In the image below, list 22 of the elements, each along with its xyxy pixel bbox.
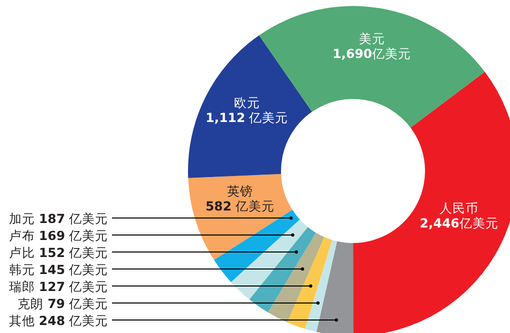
slice-label: 瑞郎: [8, 278, 39, 294]
data-label: 145 亿美元: [38, 262, 108, 276]
slice-label: 人民币: [440, 200, 479, 216]
slice-label: 欧元: [234, 94, 260, 110]
data-label: 79 亿美元: [48, 296, 108, 310]
slice-label: 英镑: [226, 183, 253, 198]
data-label: 169 亿美元: [38, 228, 108, 242]
slice-label: 卢比: [8, 244, 39, 260]
data-label: 1,112 亿美元: [206, 110, 288, 125]
data-label: 2,446亿美元: [420, 216, 498, 231]
data-label: 127 亿美元: [38, 278, 108, 294]
slice-label: 韩元: [8, 262, 39, 276]
slice-label: 克朗: [18, 296, 48, 310]
slice-label: 卢布: [8, 228, 39, 242]
data-label: 152 亿美元: [38, 244, 108, 260]
slice-label: 加元: [8, 210, 39, 226]
slice-label: 其他: [8, 312, 39, 328]
data-label: 187 亿美元: [38, 210, 108, 226]
slice-label: 美元: [358, 30, 385, 46]
data-label: 248 亿美元: [38, 312, 108, 328]
data-label: 582 亿美元: [205, 198, 275, 214]
data-label: 1,690亿美元: [332, 46, 412, 61]
